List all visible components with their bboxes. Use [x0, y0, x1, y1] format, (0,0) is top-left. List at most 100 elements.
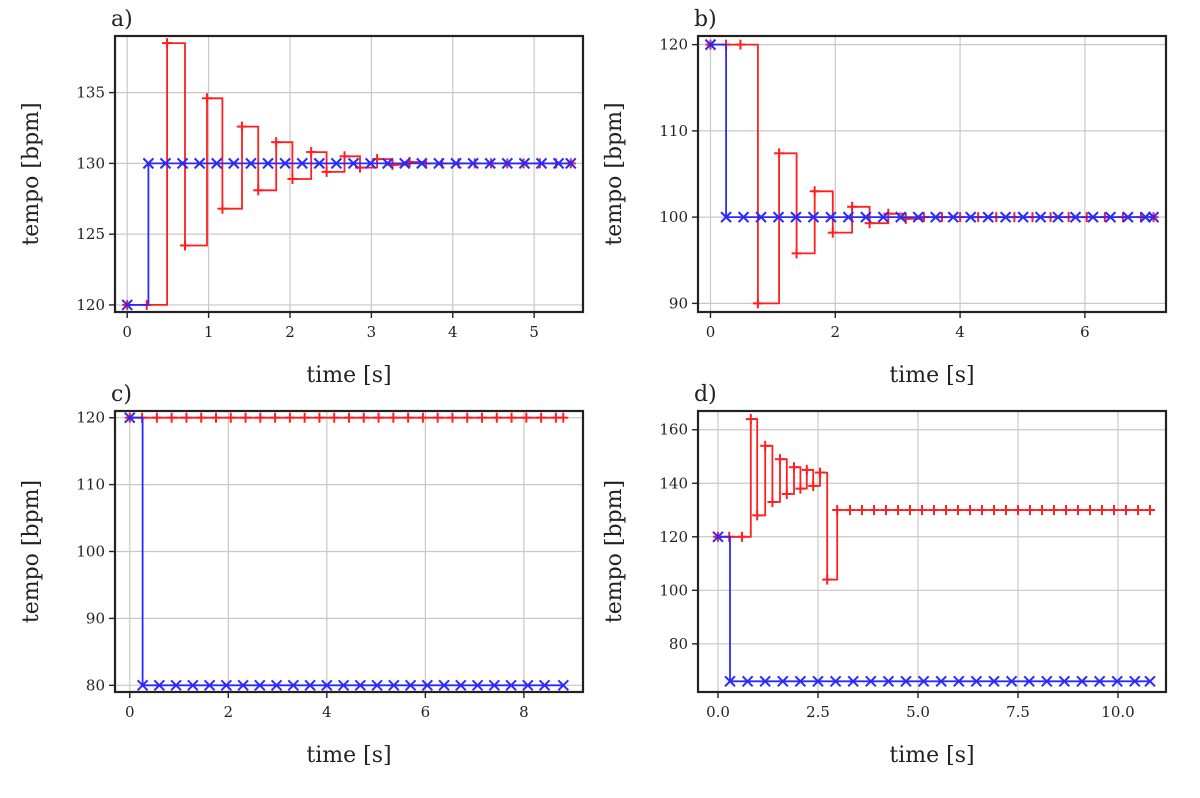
data-point-red [760, 440, 771, 451]
marker-stroke [1069, 211, 1082, 223]
data-point-blue [1076, 675, 1088, 688]
data-point-red [358, 412, 369, 423]
marker-stroke [211, 157, 223, 170]
data-point-blue [720, 211, 732, 223]
data-point-blue [807, 211, 820, 223]
marker-stroke [304, 679, 316, 692]
data-point-blue [1144, 675, 1156, 688]
marker-stroke [228, 157, 240, 170]
data-point-red [253, 185, 264, 196]
marker-stroke [1104, 211, 1117, 223]
marker-stroke [354, 679, 367, 692]
data-point-blue [433, 157, 445, 170]
series-line-red [710, 43, 1154, 305]
y-tick-label: 100 [659, 208, 688, 226]
marker-stroke [720, 211, 732, 223]
data-point-blue [538, 679, 551, 692]
marker-stroke [279, 157, 291, 170]
marker-stroke [724, 675, 736, 688]
data-point-blue [829, 675, 842, 688]
marker-stroke [930, 211, 942, 223]
marker-stroke [416, 157, 428, 170]
y-axis-label: tempo [bpm] [19, 102, 44, 245]
data-point-blue [825, 211, 837, 223]
data-point-blue [847, 675, 859, 688]
marker-stroke [136, 679, 149, 692]
data-point-blue [724, 675, 736, 688]
series-line-blue [127, 162, 571, 306]
data-point-blue [296, 157, 308, 170]
y-tick-label: 120 [76, 296, 105, 314]
data-point-blue [136, 679, 149, 692]
data-point-blue [970, 675, 983, 688]
data-point-red [339, 151, 350, 162]
data-point-blue [193, 157, 206, 170]
data-point-blue [1129, 675, 1141, 688]
data-point-blue [237, 679, 249, 692]
chart-panel-3: c) 0 2 4 6 8 80 90 100 110 120 time [s] tempo [bpm] [19, 382, 585, 768]
data-point-red [735, 39, 746, 50]
data-point-blue [1111, 675, 1123, 688]
data-point-red [210, 412, 221, 423]
data-point-red [941, 505, 951, 516]
data-point-blue [535, 157, 548, 170]
data-point-blue [467, 157, 479, 170]
data-point-red [822, 574, 833, 585]
marker-stroke [1129, 675, 1141, 688]
marker-stroke [982, 211, 994, 223]
marker-stroke [877, 211, 890, 223]
marker-stroke [999, 211, 1012, 223]
x-tick-label: 4 [322, 703, 332, 721]
data-point-blue [947, 211, 959, 223]
data-point-blue [262, 157, 274, 170]
data-point-blue [337, 679, 350, 692]
data-point-blue [416, 157, 428, 170]
y-axis-label: tempo [bpm] [602, 102, 627, 245]
data-point-red [271, 137, 282, 148]
data-point-blue [388, 679, 400, 692]
y-tick-label: 120 [659, 36, 688, 54]
chart-panel-4: d) 0.0 2.5 5.0 7.5 10.0 80 100 120 140 160 time [s]… [602, 382, 1168, 768]
data-point-red [162, 38, 173, 49]
series-line-red [127, 42, 571, 306]
data-point-blue [438, 679, 450, 692]
data-point-blue [860, 211, 872, 223]
data-point-blue [211, 157, 223, 170]
data-point-blue [421, 679, 434, 692]
x-tick-label: 1 [204, 323, 214, 341]
series-blue [121, 157, 577, 311]
data-point-red [373, 412, 384, 423]
marker-stroke [522, 679, 534, 692]
marker-stroke [900, 675, 912, 688]
marker-stroke [1087, 211, 1099, 223]
marker-stroke [388, 679, 400, 692]
series-red [713, 414, 1155, 585]
data-point-red [151, 412, 162, 423]
marker-stroke [438, 679, 450, 692]
marker-stroke [330, 157, 343, 170]
marker-stroke [988, 675, 1000, 688]
plot-frame [113, 409, 585, 694]
x-tick-label: 0.0 [706, 703, 730, 721]
data-point-blue [953, 675, 965, 688]
data-point-red [1133, 505, 1143, 516]
series-blue [704, 38, 1160, 223]
data-point-blue [935, 675, 947, 688]
data-point-red [287, 173, 298, 184]
data-point-red [775, 454, 785, 465]
plot-frame [113, 34, 585, 314]
data-point-blue [159, 157, 172, 170]
series-line-red [718, 418, 1150, 581]
marker-stroke [471, 679, 484, 692]
data-point-red [791, 248, 802, 259]
data-point-blue [450, 157, 462, 170]
data-point-blue [404, 679, 417, 692]
marker-stroke [737, 211, 750, 223]
x-tick-label: 2.5 [806, 703, 830, 721]
series-red [122, 38, 576, 310]
data-point-blue [1069, 211, 1082, 223]
data-point-red [832, 505, 843, 516]
marker-stroke [538, 679, 551, 692]
data-point-blue [347, 157, 360, 170]
marker-stroke [176, 157, 189, 170]
